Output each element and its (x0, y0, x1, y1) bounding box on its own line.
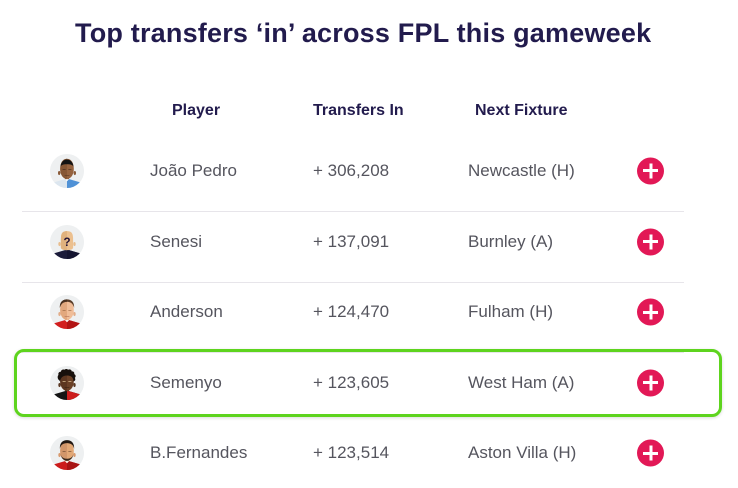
svg-text:?: ? (63, 237, 70, 249)
